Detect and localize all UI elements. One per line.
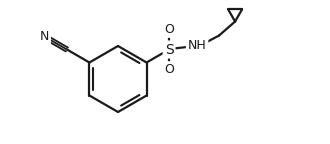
Text: N: N bbox=[40, 30, 49, 43]
Text: NH: NH bbox=[188, 39, 207, 52]
Text: S: S bbox=[165, 42, 174, 56]
Text: O: O bbox=[164, 23, 174, 36]
Text: O: O bbox=[164, 63, 174, 76]
